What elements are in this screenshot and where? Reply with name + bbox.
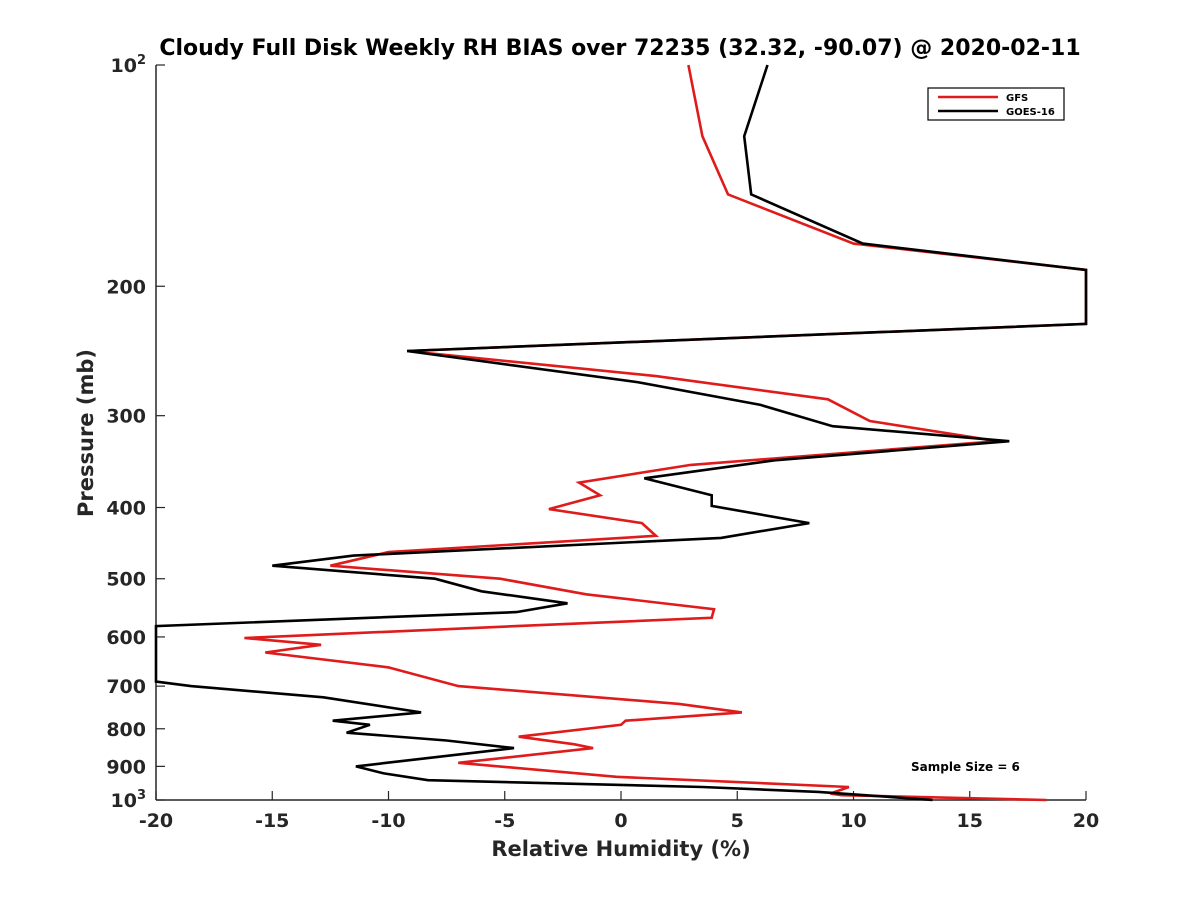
y-tick-label: 103 — [111, 788, 147, 812]
y-axis-ticks: 102 200 300 400 500 600 700 800 900 103 — [106, 53, 165, 812]
y-tick-label: 300 — [106, 406, 146, 428]
sample-size-annotation: Sample Size = 6 — [911, 760, 1020, 774]
y-tick-label: 102 — [111, 53, 147, 77]
series-layer — [154, 64, 1088, 802]
x-tick-label: 10 — [840, 810, 866, 832]
y-tick-label: 200 — [106, 276, 146, 298]
x-tick-label: -15 — [255, 810, 289, 832]
chart-title: Cloudy Full Disk Weekly RH BIAS over 722… — [159, 36, 1080, 61]
x-tick-label: -20 — [139, 810, 173, 832]
y-tick-label: 700 — [106, 676, 146, 698]
y-tick-label: 400 — [106, 498, 146, 520]
x-tick-label: 20 — [1073, 810, 1099, 832]
y-tick-label: 800 — [106, 719, 146, 741]
x-tick-label: 0 — [614, 810, 627, 832]
x-tick-label: -5 — [494, 810, 515, 832]
y-axis-label: Pressure (mb) — [74, 349, 98, 517]
legend-label-gfs: GFS — [1006, 93, 1028, 104]
legend: GFS GOES-16 — [927, 87, 1065, 121]
series-line-goes16 — [154, 64, 1088, 802]
legend-box — [927, 87, 1065, 121]
x-tick-label: 5 — [731, 810, 744, 832]
x-tick-label: -10 — [371, 810, 405, 832]
x-axis-label: Relative Humidity (%) — [491, 837, 750, 861]
series-line-gfs — [244, 64, 1088, 802]
y-tick-label: 900 — [106, 756, 146, 778]
x-axis-ticks: -20 -15 -10 -5 0 5 10 15 20 — [139, 791, 1099, 832]
y-tick-label: 500 — [106, 569, 146, 591]
legend-label-goes16: GOES-16 — [1006, 107, 1055, 118]
y-tick-label: 600 — [106, 627, 146, 649]
x-tick-label: 15 — [957, 810, 983, 832]
